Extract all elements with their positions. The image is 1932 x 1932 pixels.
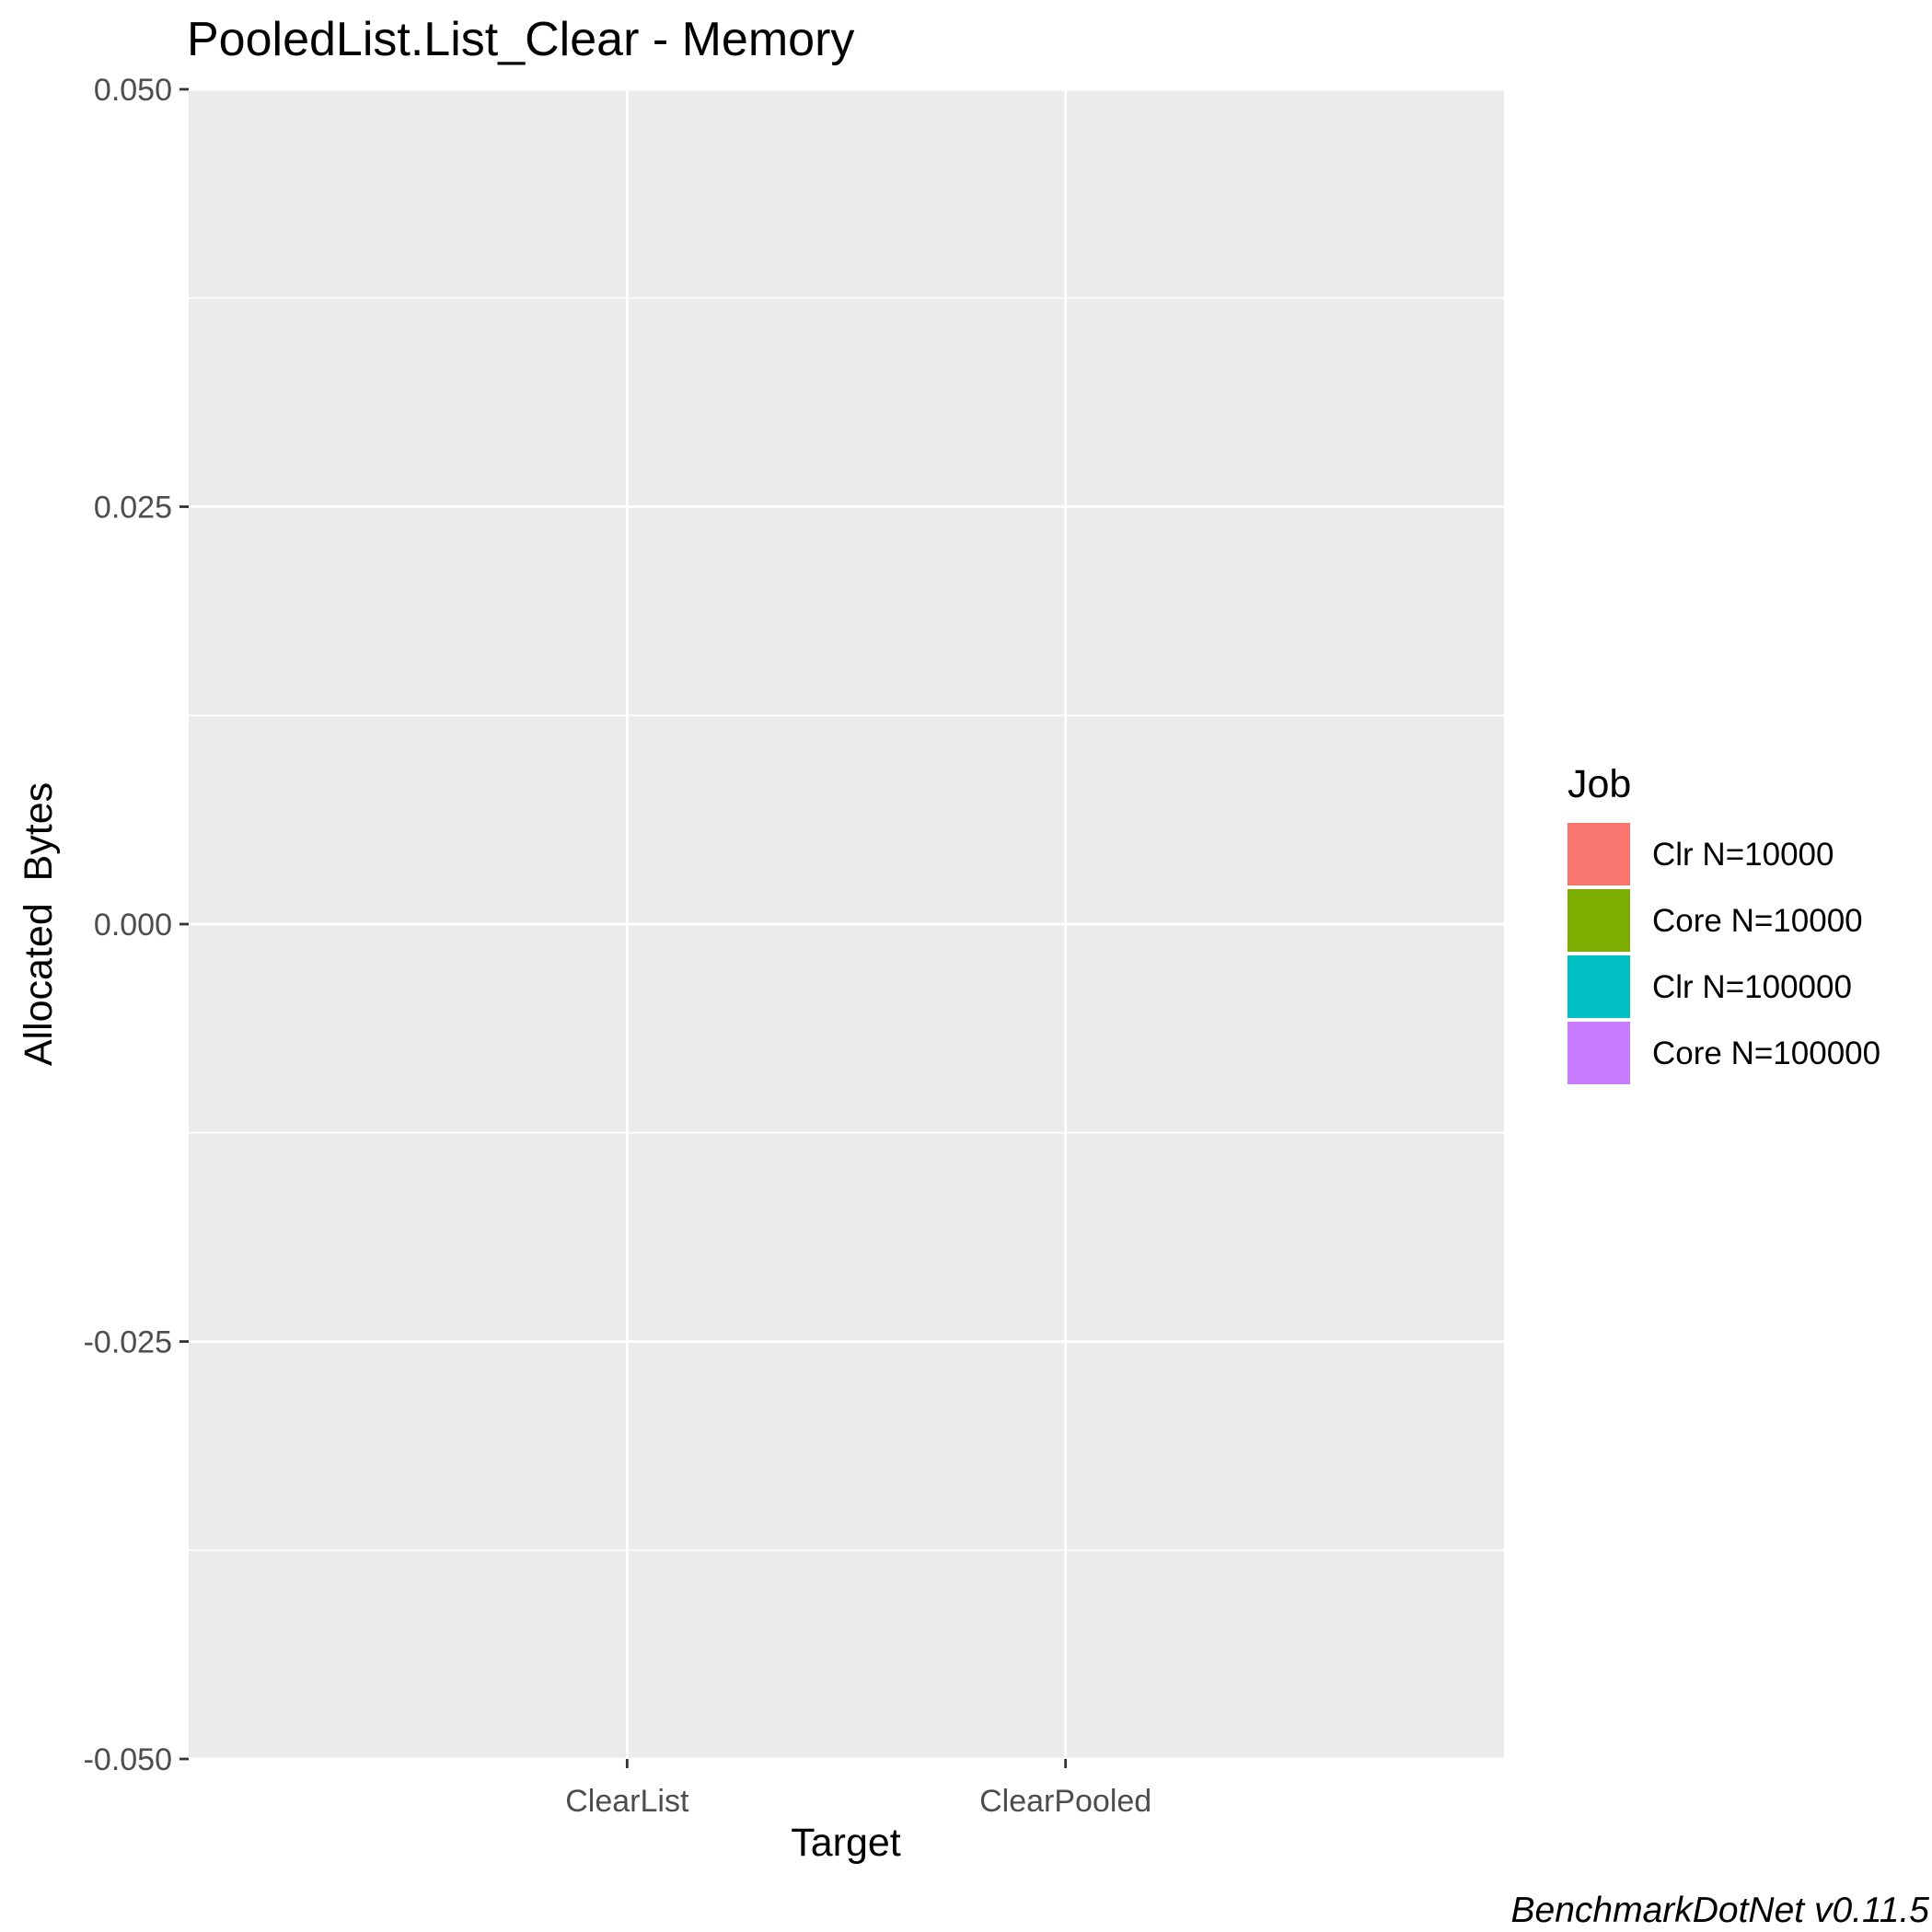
y-tick-label: 0.025 [94,491,172,526]
legend-label: Core N=10000 [1652,903,1863,939]
legend-key [1568,889,1630,952]
legend-label: Clr N=10000 [1652,837,1834,873]
legend-title: Job [1568,762,1631,806]
y-axis-title: Allocated Bytes [17,782,61,1066]
gridlines [189,87,1504,1761]
legend: Clr N=10000 Core N=10000 Clr N=100000 Core … [1568,823,1880,1084]
legend-key [1568,823,1630,885]
y-tick-label: -0.050 [84,1742,172,1777]
x-axis: ClearList ClearPooled [565,1759,1151,1819]
legend-key [1568,1022,1630,1084]
x-axis-title: Target [791,1821,901,1865]
legend-label: Core N=100000 [1652,1035,1880,1071]
chart-title: PooledList.List_Clear - Memory [187,13,854,66]
legend-key [1568,955,1630,1018]
y-tick-label: -0.025 [84,1325,172,1360]
y-tick-label: 0.050 [94,73,172,108]
x-tick-label: ClearList [565,1784,689,1819]
x-tick-label: ClearPooled [979,1784,1151,1819]
legend-label: Clr N=100000 [1652,969,1852,1005]
caption: BenchmarkDotNet v0.11.5 [1511,1891,1930,1930]
y-tick-label: 0.000 [94,908,172,943]
y-axis: -0.050 -0.025 0.000 0.025 0.050 [84,73,189,1777]
